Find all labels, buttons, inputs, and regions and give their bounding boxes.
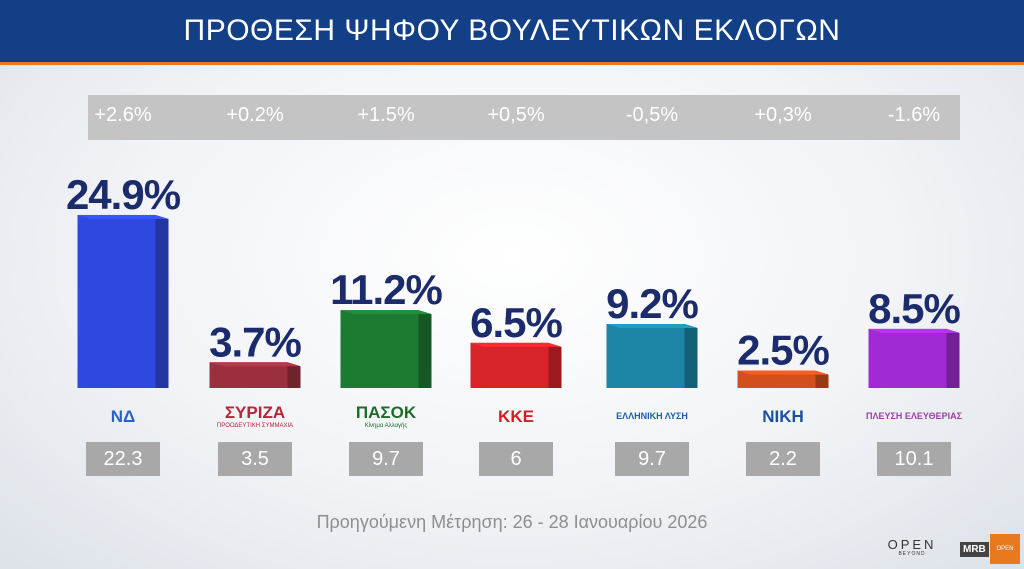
bar-front	[340, 310, 419, 388]
party-logo: ΚΚΕ	[456, 398, 576, 434]
bar-top	[77, 214, 169, 219]
bar-top	[606, 324, 698, 329]
previous-value: 22.3	[86, 442, 160, 476]
previous-value: 3.5	[218, 442, 292, 476]
bar-4	[470, 342, 562, 388]
bar-side	[548, 342, 562, 388]
chart-title: ΠΡΟΘΕΣΗ ΨΗΦΟΥ ΒΟΥΛΕΥΤΙΚΩΝ ΕΚΛΟΓΩΝ	[183, 14, 841, 47]
open-badge: OPEN	[990, 534, 1020, 564]
bar-top	[209, 362, 301, 367]
open-logo-text: OPEN	[887, 537, 937, 552]
value-label: 6.5%	[470, 299, 562, 346]
previous-value: 6	[479, 442, 553, 476]
bar-front	[77, 214, 156, 388]
bar-5	[606, 324, 698, 388]
party-logo-text: ΠΑΣΟΚ	[355, 402, 417, 422]
party-logo: ΠΑΣΟΚ Κίνημα Αλλαγής	[326, 398, 446, 434]
bar-top	[737, 370, 829, 375]
party-logo-text: ΕΛΛΗΝΙΚΗ ΛΥΣΗ	[616, 410, 688, 421]
bar-side	[418, 310, 432, 388]
party-logo: ΣΥΡΙΖΑ ΠΡΟΟΔΕΥΤΙΚΗ ΣΥΜΜΑΧΙΑ	[195, 398, 315, 434]
bar-3	[340, 310, 432, 388]
change-label: +0,5%	[487, 104, 545, 126]
bar-front	[868, 328, 947, 388]
bar-side	[815, 370, 829, 388]
previous-value: 10.1	[877, 442, 951, 476]
value-label: 2.5%	[737, 327, 829, 374]
party-logo: ΕΛΛΗΝΙΚΗ ΛΥΣΗ	[592, 398, 712, 434]
party-logo: ΝΔ	[63, 398, 183, 434]
party-logo: ΠΛΕΥΣΗ ΕΛΕΥΘΕΡΙΑΣ	[854, 398, 974, 434]
value-label: 8.5%	[868, 285, 960, 332]
bar-side	[155, 214, 169, 388]
party-logo-text: ΝΙΚΗ	[762, 406, 804, 426]
party-logo-subtext: Κίνημα Αλλαγής	[364, 422, 408, 429]
change-label: +0.2%	[226, 104, 284, 126]
bar-side	[287, 362, 301, 388]
change-band	[88, 95, 960, 140]
bar-top	[340, 310, 432, 315]
bar-front	[737, 370, 816, 388]
value-label: 9.2%	[606, 280, 698, 327]
bar-6	[737, 370, 829, 388]
bar-2	[209, 362, 301, 388]
value-label: 11.2%	[330, 266, 442, 313]
bar-side	[684, 324, 698, 388]
change-label: -1.6%	[887, 104, 941, 126]
party-logo-subtext: ΠΡΟΟΔΕΥΤΙΚΗ ΣΥΜΜΑΧΙΑ	[216, 422, 294, 429]
bar-front	[606, 324, 685, 388]
bar-side	[946, 328, 960, 388]
party-logo-text: ΣΥΡΙΖΑ	[224, 402, 286, 422]
previous-measurement-note: Προηγούμενη Μέτρηση: 26 - 28 Ιανουαρίου …	[316, 512, 708, 532]
value-label: 24.9%	[66, 171, 181, 218]
bar-front	[209, 362, 288, 388]
previous-value: 2.2	[746, 442, 820, 476]
party-logo-text: ΝΔ	[110, 406, 136, 426]
bar-7	[868, 328, 960, 388]
change-label: +0,3%	[754, 104, 812, 126]
bar-1	[77, 214, 169, 388]
change-label: +1.5%	[357, 104, 415, 126]
change-label: +2.6%	[94, 104, 152, 126]
value-label: 3.7%	[209, 318, 301, 365]
bar-front	[470, 342, 549, 388]
bar-top	[470, 342, 562, 347]
party-logo-text: ΚΚΕ	[498, 406, 534, 426]
change-label: -0,5%	[625, 104, 679, 126]
open-logo-sub: BEYOND	[898, 551, 926, 557]
title-bar: ΠΡΟΘΕΣΗ ΨΗΦΟΥ ΒΟΥΛΕΥΤΙΚΩΝ ΕΚΛΟΓΩΝ	[0, 0, 1024, 65]
party-logo: ΝΙΚΗ	[723, 398, 843, 434]
mrb-logo: MRB	[960, 542, 989, 557]
party-logo-text: ΠΛΕΥΣΗ ΕΛΕΥΘΕΡΙΑΣ	[866, 410, 962, 421]
previous-value: 9.7	[615, 442, 689, 476]
bar-top	[868, 328, 960, 333]
previous-value: 9.7	[349, 442, 423, 476]
open-beyond-logo: OPEN BEYOND	[872, 538, 952, 557]
